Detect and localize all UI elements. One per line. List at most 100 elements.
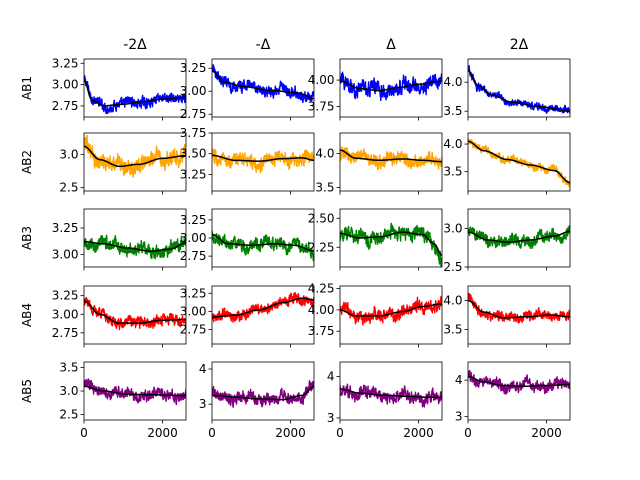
- trend-line: [340, 80, 442, 92]
- axes-frame: [339, 285, 443, 345]
- trend-line: [212, 154, 314, 162]
- subplot-ab3-col3: 2.5 3.0: [443, 208, 571, 274]
- axes-frame: [211, 58, 315, 118]
- y-tick-label: 3: [199, 397, 207, 411]
- subplot-ab5-col0: 2.5 3.0 3.5 0 2000: [59, 361, 187, 440]
- axes-frame: [211, 285, 315, 345]
- data-series-ab4: [212, 291, 314, 323]
- data-series-ab2: [468, 138, 570, 187]
- y-tick-label: 3.5: [443, 323, 462, 337]
- row-label-ab1: AB1: [20, 76, 34, 100]
- y-tick-label: 3.5: [59, 361, 78, 375]
- trend-line: [340, 149, 442, 163]
- data-series-ab3: [468, 225, 570, 250]
- data-series-ab1: [340, 71, 442, 102]
- axes-frame: [339, 132, 443, 192]
- y-tick-label: 3.00: [180, 304, 207, 318]
- axes-frame: [83, 285, 187, 345]
- y-tick-label: 4.0: [443, 137, 462, 151]
- x-tick-label: 2000: [403, 426, 434, 440]
- y-tick-label: 4.00: [308, 73, 335, 87]
- y-tick-label: 4: [455, 373, 463, 387]
- data-series-ab2: [340, 145, 442, 171]
- y-tick-label: 2.5: [59, 181, 78, 195]
- y-tick-label: 2.75: [180, 323, 207, 337]
- trend-line: [212, 297, 314, 318]
- y-tick-label: 3: [455, 409, 463, 423]
- trend-line: [212, 233, 314, 252]
- y-tick-label: 3.50: [180, 147, 207, 161]
- y-tick-label: 2.75: [180, 107, 207, 121]
- y-tick-label: 3.5: [315, 181, 334, 195]
- y-tick-label: 3.00: [52, 78, 79, 92]
- subplot-ab2-col3: 3.5 4.0: [443, 132, 571, 195]
- x-tick-label: 0: [80, 426, 88, 440]
- data-series-ab5: [468, 369, 570, 395]
- subplot-ab1-col0: 2.75 3.00 3.25: [52, 56, 187, 121]
- subplot-ab1-col1: 2.75 3.00 3.25: [180, 58, 315, 121]
- data-series-ab5: [84, 378, 186, 406]
- y-tick-label: 3.25: [52, 221, 79, 235]
- trend-line: [340, 303, 442, 317]
- y-tick-label: 3: [327, 411, 335, 425]
- y-tick-label: 4.25: [308, 282, 335, 296]
- y-tick-label: 3.00: [52, 307, 79, 321]
- subplot-ab5-col2: 3 4 0 2000: [327, 361, 443, 440]
- subplot-ab5-col3: 3 4 0 2000: [455, 361, 571, 440]
- y-tick-label: 2.25: [308, 240, 335, 254]
- subplot-ab4-col3: 3.5 4.0: [443, 285, 571, 348]
- axes-frame: [211, 132, 315, 192]
- y-tick-label: 3.5: [443, 104, 462, 118]
- row-label-ab3: AB3: [20, 226, 34, 250]
- y-tick-label: 4: [327, 370, 335, 384]
- y-tick-label: 3.75: [308, 99, 335, 113]
- x-tick-label: 0: [336, 426, 344, 440]
- subplot-ab1-col3: 3.5 4.0: [443, 58, 571, 121]
- trend-line: [340, 231, 442, 257]
- subplot-ab4-col1: 2.75 3.00 3.25: [180, 285, 315, 348]
- axes-frame: [467, 361, 571, 421]
- y-tick-label: 4.00: [308, 303, 335, 317]
- trend-line: [84, 79, 186, 107]
- y-tick-label: 2.50: [308, 211, 335, 225]
- column-title-0: -2Δ: [123, 37, 147, 53]
- y-tick-label: 3.0: [443, 221, 462, 235]
- y-tick-label: 3.5: [443, 165, 462, 179]
- subplot-ab3-col1: 2.75 3.00 3.25: [180, 208, 315, 271]
- trend-line: [468, 299, 570, 319]
- axes-frame: [467, 285, 571, 345]
- row-label-ab2: AB2: [20, 150, 34, 174]
- y-tick-label: 3.25: [180, 167, 207, 181]
- trend-line: [84, 385, 186, 397]
- trend-line: [468, 69, 570, 112]
- trend-line: [84, 145, 186, 168]
- trend-line: [468, 230, 570, 244]
- subplot-ab5-col1: 3 4 0 2000: [199, 361, 315, 440]
- subplot-grid: -2Δ -Δ Δ 2ΔAB12.753.003.252.753.003.253.754…: [20, 37, 571, 440]
- y-tick-label: 3.25: [180, 286, 207, 300]
- y-tick-label: 2.75: [52, 326, 79, 340]
- axes-frame: [83, 58, 187, 118]
- y-tick-label: 2.5: [59, 407, 78, 421]
- x-tick-label: 2000: [147, 426, 178, 440]
- y-tick-label: 3.00: [180, 231, 207, 245]
- x-tick-label: 0: [208, 426, 216, 440]
- trend-line: [212, 70, 314, 100]
- subplot-ab2-col1: 3.25 3.50 3.75: [180, 126, 315, 195]
- data-series-ab4: [468, 292, 570, 324]
- trend-line: [212, 385, 314, 401]
- column-title-1: -Δ: [256, 37, 271, 53]
- y-tick-label: 4.0: [443, 75, 462, 89]
- y-tick-label: 2.75: [180, 249, 207, 263]
- row-label-ab5: AB5: [20, 379, 34, 403]
- y-tick-label: 3.75: [180, 126, 207, 140]
- data-series-ab3: [340, 222, 442, 267]
- row-label-ab4: AB4: [20, 303, 34, 327]
- axes-frame: [467, 132, 571, 192]
- subplot-ab4-col0: 2.75 3.00 3.25: [52, 285, 187, 348]
- subplot-ab2-col0: 2.5 3.0: [59, 132, 187, 195]
- subplot-ab3-col2: 2.25 2.50: [308, 208, 443, 271]
- trend-line: [84, 300, 186, 324]
- x-tick-label: 0: [464, 426, 472, 440]
- axes-frame: [83, 208, 187, 268]
